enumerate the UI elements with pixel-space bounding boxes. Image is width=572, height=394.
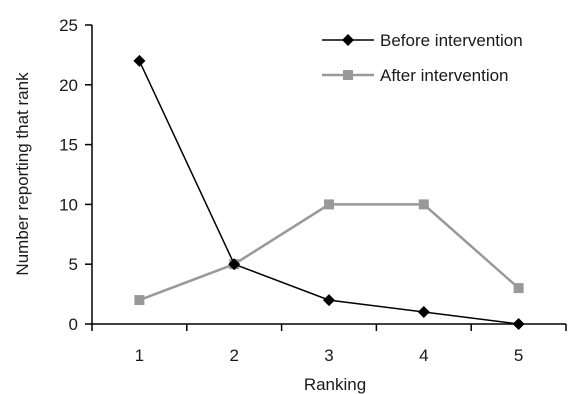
y-axis-title: Number reporting that rank [13, 72, 32, 276]
data-point [324, 199, 334, 210]
data-point [512, 318, 525, 330]
series-layer [133, 54, 525, 330]
legend-swatch-marker [343, 70, 353, 80]
series-after [134, 199, 524, 306]
x-tick-label: 4 [419, 346, 428, 365]
legend-item: Before intervention [322, 31, 523, 50]
axes [91, 25, 566, 325]
series-line [138, 60, 519, 325]
x-tick-label: 3 [324, 346, 333, 365]
y-ticks: 0 5 10 15 20 25 [59, 16, 92, 334]
data-point [133, 54, 146, 67]
legend-label: Before intervention [380, 31, 523, 50]
series-line [138, 203, 520, 302]
y-tick-label: 25 [59, 16, 78, 35]
legend-item: After intervention [322, 66, 509, 85]
x-tick-label: 1 [135, 346, 144, 365]
data-point [513, 283, 524, 294]
y-tick-label: 20 [59, 76, 78, 95]
y-tick-label: 10 [59, 195, 78, 214]
x-tick-label: 5 [514, 346, 523, 365]
y-tick-label: 5 [69, 255, 78, 274]
y-tick-label: 0 [69, 315, 78, 334]
legend-label: After intervention [380, 66, 509, 85]
data-point [228, 258, 241, 271]
data-point [323, 294, 335, 307]
data-point [418, 199, 429, 210]
x-tick-label: 2 [229, 346, 238, 365]
y-tick-label: 15 [59, 136, 78, 155]
series-before [133, 54, 525, 330]
legend-swatch-marker [342, 34, 354, 46]
x-axis-title: Ranking [304, 375, 366, 394]
data-point [134, 295, 145, 306]
x-ticks: 1 2 3 4 5 [91, 324, 567, 365]
data-point [417, 306, 430, 319]
legend: Before intervention After intervention [322, 31, 523, 85]
